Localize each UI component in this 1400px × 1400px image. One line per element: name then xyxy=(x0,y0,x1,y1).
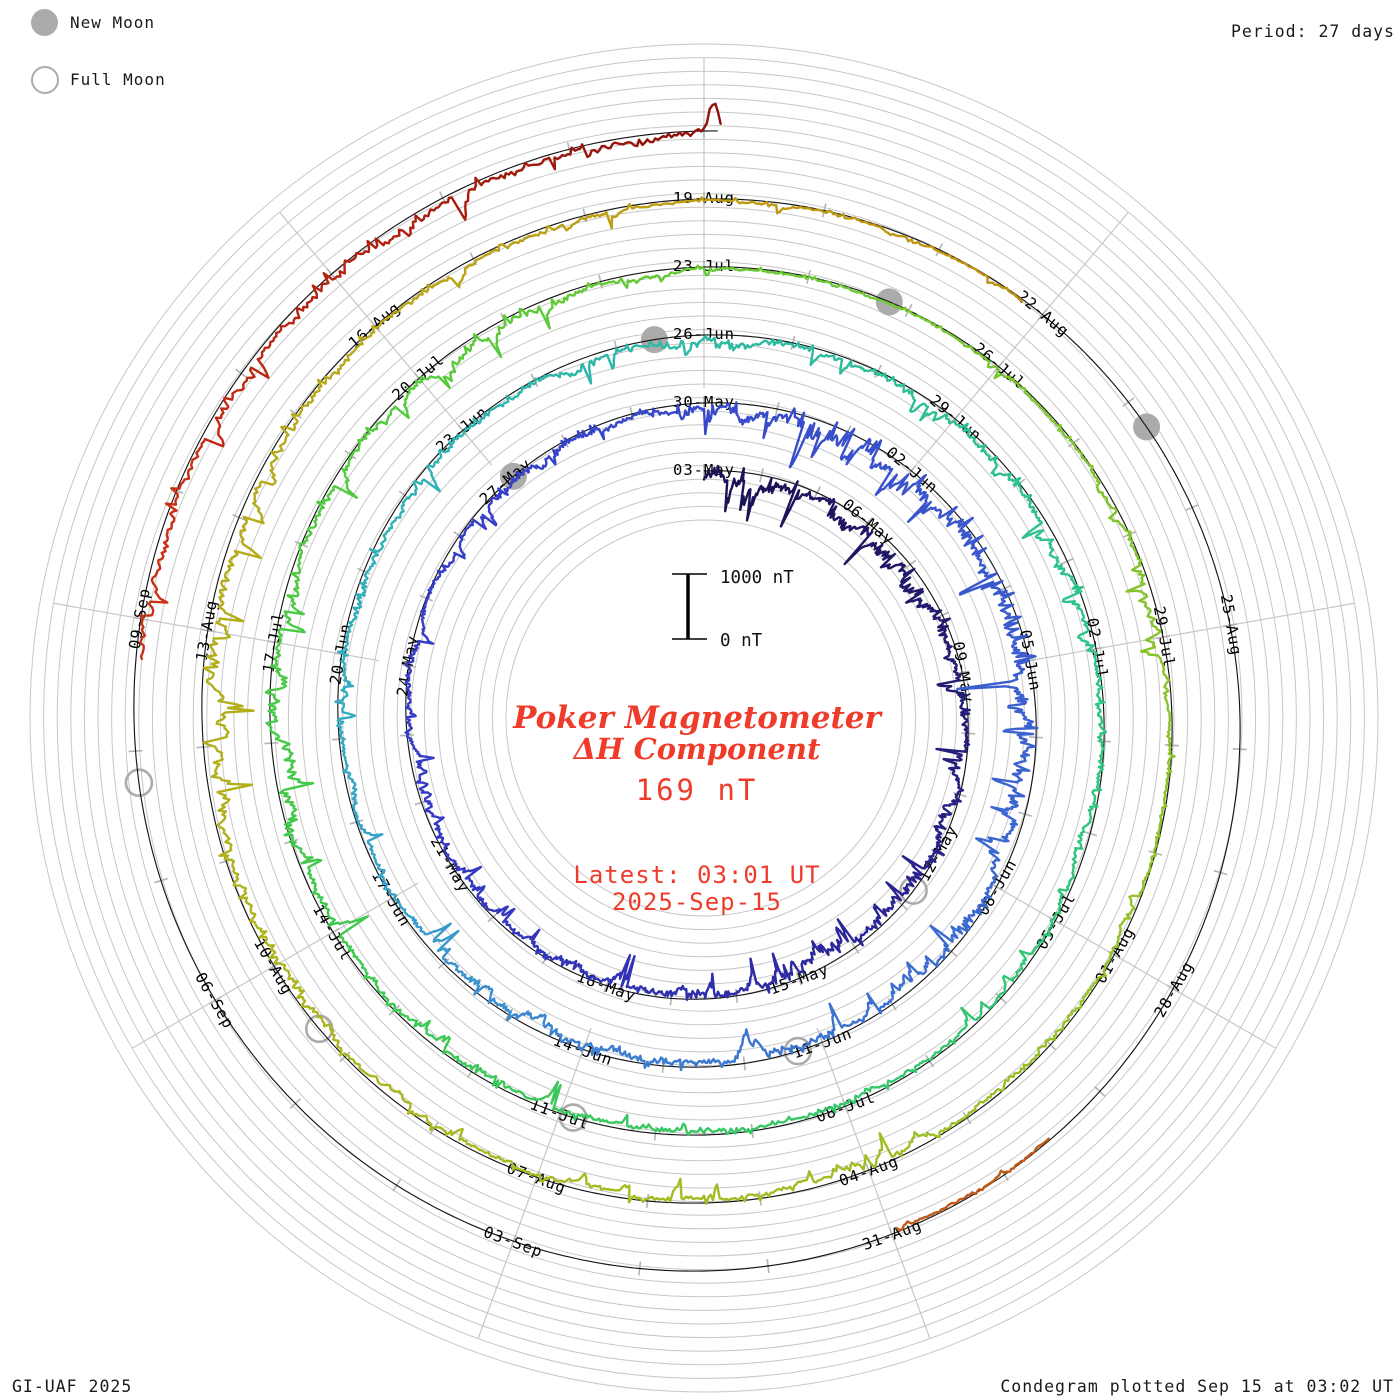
chart-subtitle: ΔH Component xyxy=(573,732,821,766)
svg-text:13-Aug: 13-Aug xyxy=(193,598,221,662)
svg-text:26-Jul: 26-Jul xyxy=(970,339,1029,393)
radial-spokes xyxy=(53,58,1355,1339)
legend-full-moon-label: Full Moon xyxy=(70,70,166,89)
new-moon-icon xyxy=(31,9,58,36)
legend-new-moon-label: New Moon xyxy=(70,13,156,32)
full-moon-icon xyxy=(31,66,59,94)
period-label: Period: 27 days xyxy=(1230,22,1395,41)
svg-text:06-May: 06-May xyxy=(839,495,898,549)
magnetometer-trace xyxy=(139,102,1176,1232)
scale-bar: 1000 nT 0 nT xyxy=(672,568,794,651)
svg-text:26-Jun: 26-Jun xyxy=(673,325,735,343)
scale-bar-zero-label: 0 nT xyxy=(720,631,763,651)
latest-time: Latest: 03:01 UT xyxy=(573,861,821,889)
svg-text:16-Aug: 16-Aug xyxy=(345,299,404,353)
credit-label: GI-UAF 2025 xyxy=(12,1377,133,1396)
svg-text:19-Aug: 19-Aug xyxy=(673,189,735,207)
svg-text:25-Aug: 25-Aug xyxy=(1217,593,1245,657)
latest-date: 2025-Sep-15 xyxy=(612,888,782,916)
svg-text:27-May: 27-May xyxy=(476,455,535,509)
chart-title: Poker Magnetometer xyxy=(513,700,881,736)
scale-bar-top-label: 1000 nT xyxy=(720,568,794,588)
current-value: 169 nT xyxy=(635,773,759,807)
plotted-timestamp: Condegram plotted Sep 15 at 03:02 UT xyxy=(1000,1377,1394,1396)
svg-text:22-Aug: 22-Aug xyxy=(1014,287,1073,341)
svg-text:28-Aug: 28-Aug xyxy=(1151,958,1198,1021)
svg-text:23-Jun: 23-Jun xyxy=(432,403,491,457)
